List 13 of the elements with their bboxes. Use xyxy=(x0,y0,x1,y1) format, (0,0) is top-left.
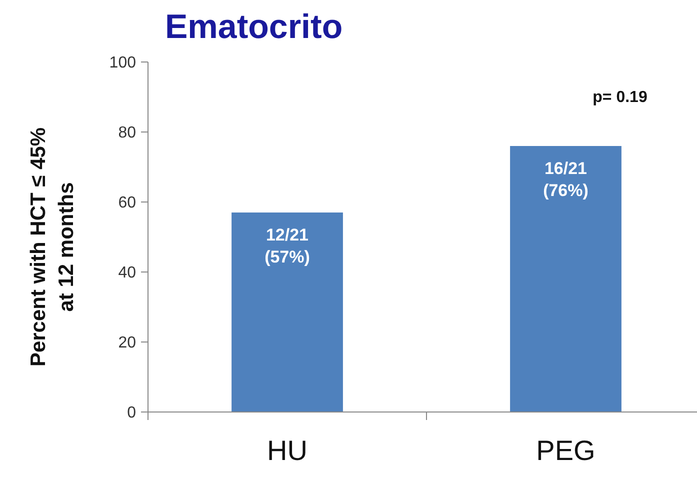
y-tick-label: 40 xyxy=(118,264,136,282)
annotation: p= 0.19 xyxy=(592,89,648,106)
y-tick-label: 0 xyxy=(127,404,136,422)
chart-title: Ematocrito xyxy=(165,8,343,46)
y-axis-title: Percent with HCT ≤ 45% at 12 months xyxy=(27,127,78,367)
y-tick-label: 100 xyxy=(109,54,136,72)
x-tick-label: HU xyxy=(267,435,308,466)
y-tick-label: 60 xyxy=(118,194,136,212)
y-tick-label: 80 xyxy=(118,124,136,142)
y-tick-label: 20 xyxy=(118,334,136,352)
data-label: 16/21 (76%) xyxy=(543,159,588,200)
x-tick-label: PEG xyxy=(536,435,596,466)
data-label: 12/21 (57%) xyxy=(264,226,310,266)
